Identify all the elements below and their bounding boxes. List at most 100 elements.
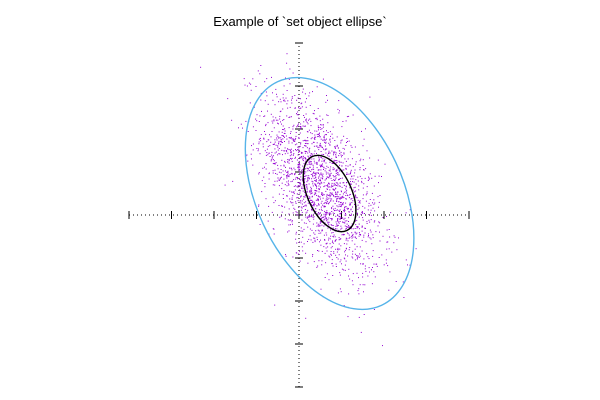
data-point (373, 203, 375, 205)
data-point (324, 185, 326, 187)
data-point (333, 236, 334, 238)
data-point (352, 250, 354, 252)
data-point (333, 182, 335, 184)
data-point (352, 236, 354, 238)
data-point (352, 200, 354, 202)
data-point (315, 199, 317, 201)
data-point (317, 224, 319, 226)
data-point (325, 212, 327, 214)
data-point (284, 206, 286, 208)
data-point (337, 167, 339, 169)
data-point (348, 221, 349, 222)
data-point (320, 145, 322, 147)
data-point (261, 110, 262, 112)
data-point (316, 186, 318, 188)
data-point (362, 284, 364, 286)
data-point (327, 185, 329, 187)
data-point (318, 195, 319, 197)
data-point (283, 129, 285, 131)
data-point (346, 226, 347, 228)
data-point (310, 132, 312, 134)
data-point (359, 167, 361, 169)
data-point (274, 184, 276, 186)
ellipses (244, 76, 415, 311)
data-point (387, 241, 389, 243)
data-point (326, 165, 328, 167)
data-point (337, 191, 339, 193)
data-point (335, 155, 337, 157)
data-point (310, 174, 312, 175)
data-point (312, 168, 314, 170)
data-point (299, 128, 301, 130)
data-point (362, 165, 364, 166)
data-point (312, 241, 314, 243)
data-point (296, 99, 298, 101)
data-point (368, 235, 369, 236)
data-point (361, 230, 363, 232)
data-point (394, 236, 396, 238)
data-point (314, 136, 316, 138)
data-point (305, 195, 307, 196)
data-point (326, 176, 328, 178)
data-point (274, 180, 276, 182)
data-point (311, 137, 313, 139)
data-point (326, 197, 328, 199)
data-point (361, 211, 363, 212)
data-point (319, 213, 321, 214)
data-point (328, 155, 330, 157)
data-point (295, 238, 297, 240)
data-point (320, 181, 322, 183)
data-point (292, 223, 293, 225)
data-point (331, 207, 333, 209)
data-point (310, 125, 312, 127)
data-point (265, 123, 267, 125)
ellipse-outer (244, 76, 415, 311)
data-point (304, 116, 305, 118)
data-point (305, 204, 307, 206)
data-point (272, 184, 274, 186)
data-point (316, 162, 318, 164)
data-point (284, 100, 286, 102)
data-point (311, 229, 313, 231)
data-point (313, 201, 315, 203)
data-point (346, 243, 348, 245)
data-point (347, 208, 349, 210)
data-point (292, 126, 294, 128)
data-point (341, 139, 343, 141)
data-point (358, 232, 360, 234)
data-point (374, 202, 376, 204)
data-point (283, 178, 285, 180)
data-point (281, 205, 282, 207)
data-point (398, 237, 399, 239)
data-point (372, 202, 373, 204)
data-point (339, 161, 341, 163)
data-point (288, 117, 290, 118)
data-point (304, 170, 305, 172)
data-point (305, 125, 306, 127)
data-point (349, 193, 351, 195)
data-point (352, 257, 354, 259)
data-point (352, 206, 353, 208)
data-point (338, 174, 340, 176)
data-point (278, 193, 280, 195)
data-point (381, 254, 383, 256)
data-point (362, 272, 364, 274)
data-point (354, 232, 356, 234)
data-point (306, 184, 308, 186)
data-point (290, 224, 291, 226)
data-point (278, 205, 280, 206)
data-point (247, 131, 249, 132)
data-point (348, 197, 350, 199)
data-point (303, 115, 305, 116)
data-point (309, 147, 311, 149)
data-point (357, 180, 359, 182)
data-point (344, 214, 346, 216)
data-point (327, 194, 329, 196)
data-point (285, 97, 287, 99)
data-point (251, 158, 252, 160)
data-point (257, 150, 259, 152)
data-point (332, 240, 333, 242)
data-point (282, 135, 284, 137)
data-point (384, 163, 386, 165)
data-point (387, 265, 389, 267)
